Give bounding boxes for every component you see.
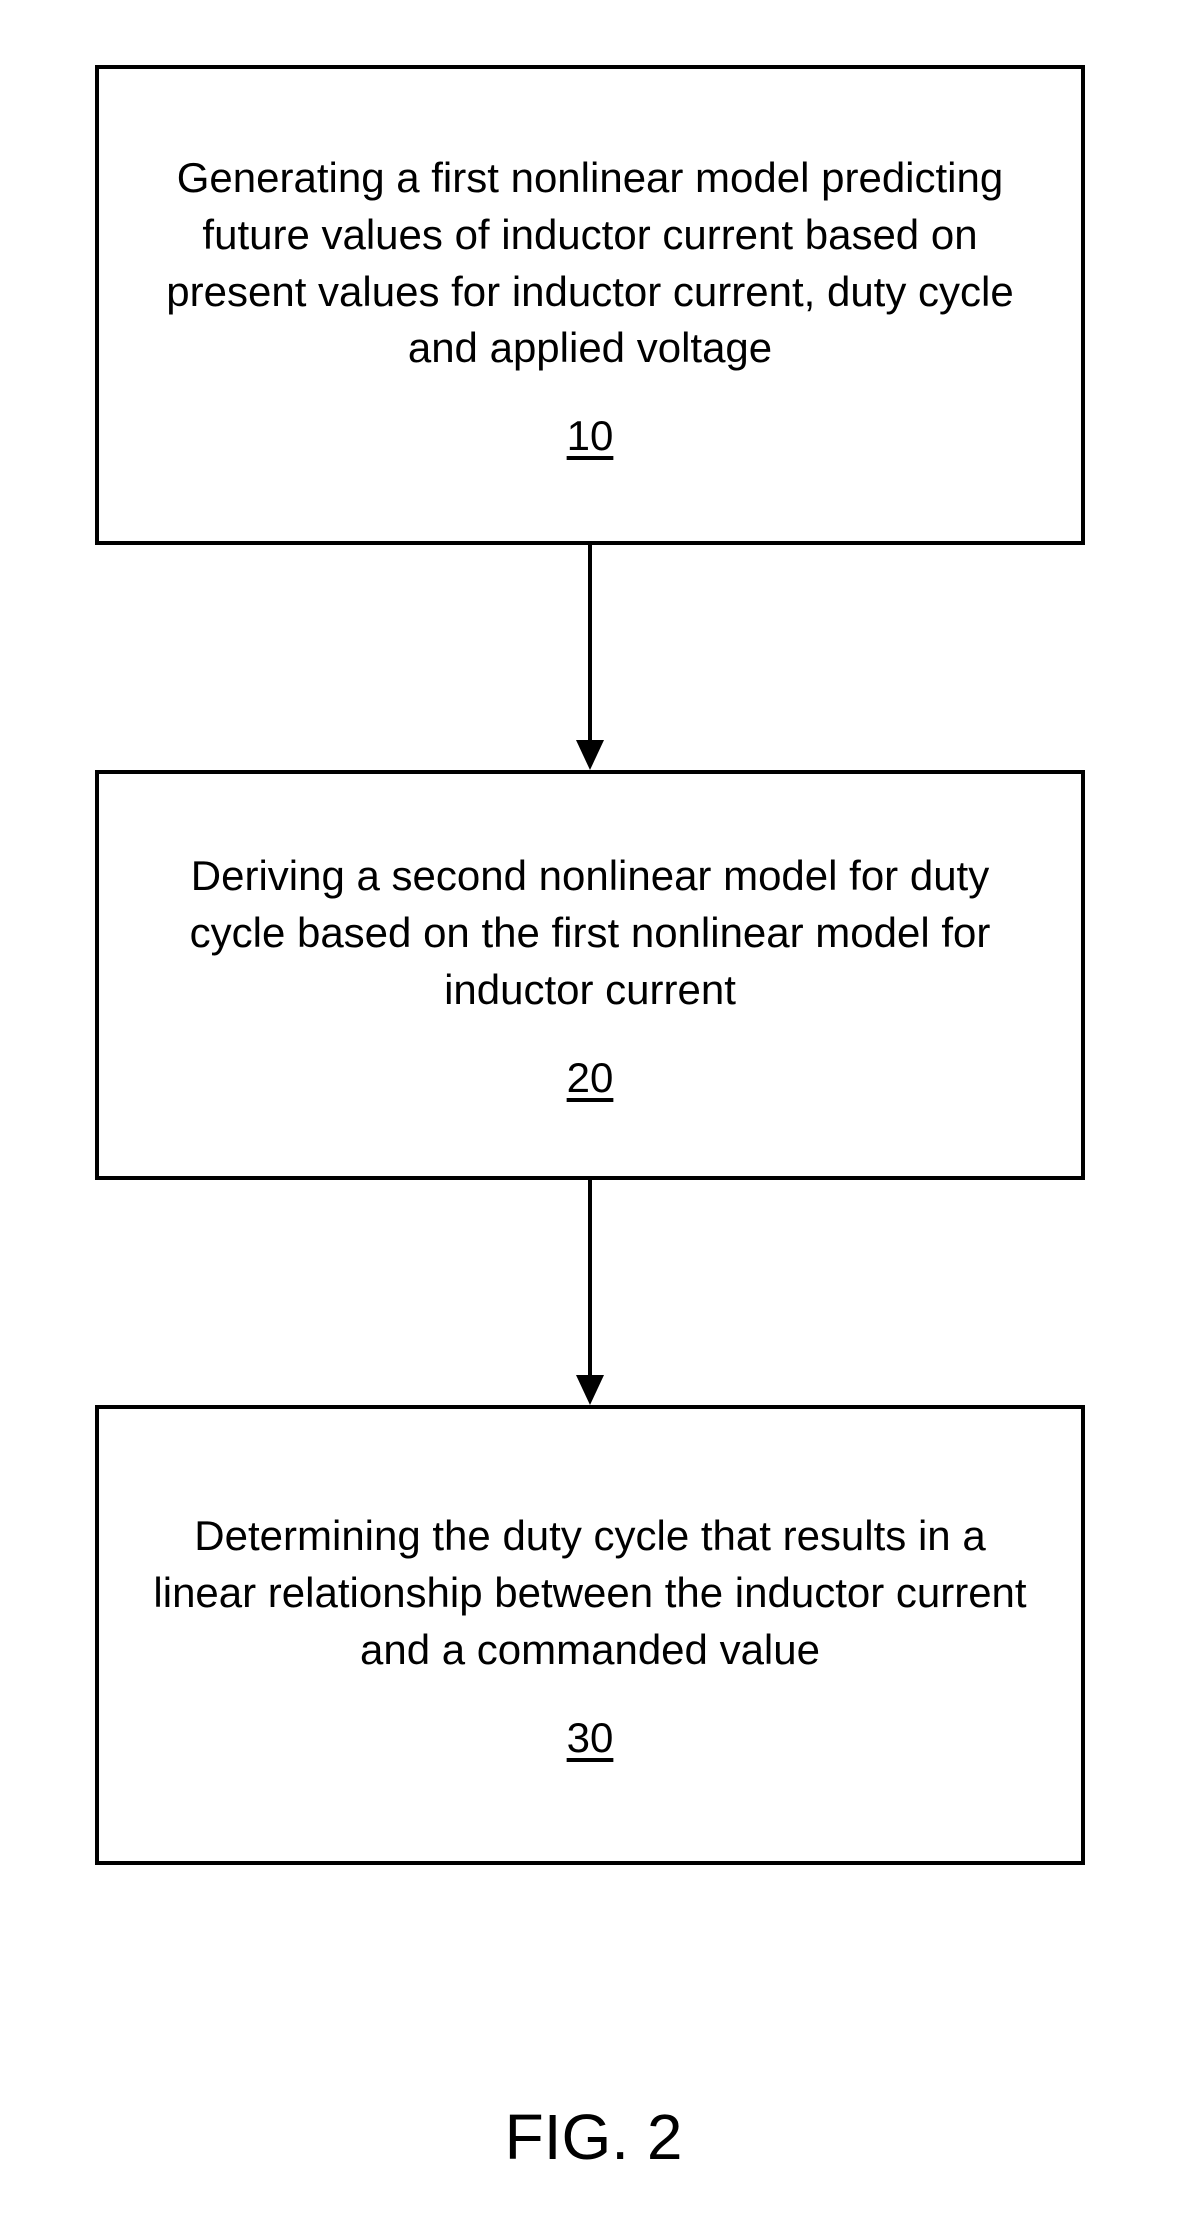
arrow-down-icon xyxy=(570,545,610,770)
flow-box-1: Generating a first nonlinear model predi… xyxy=(95,65,1085,545)
flow-box-3-text: Determining the duty cycle that results … xyxy=(149,1508,1031,1678)
arrow-2-container xyxy=(95,1180,1085,1405)
figure-label: FIG. 2 xyxy=(0,2100,1187,2174)
flow-box-1-text: Generating a first nonlinear model predi… xyxy=(149,150,1031,377)
flow-box-1-number: 10 xyxy=(567,412,614,460)
flow-box-3: Determining the duty cycle that results … xyxy=(95,1405,1085,1865)
flowchart-container: Generating a first nonlinear model predi… xyxy=(95,65,1085,1865)
flow-box-2-number: 20 xyxy=(567,1054,614,1102)
flow-box-3-number: 30 xyxy=(567,1714,614,1762)
flow-box-2-text: Deriving a second nonlinear model for du… xyxy=(149,848,1031,1018)
arrow-1-container xyxy=(95,545,1085,770)
flow-box-2: Deriving a second nonlinear model for du… xyxy=(95,770,1085,1180)
arrow-down-icon xyxy=(570,1180,610,1405)
